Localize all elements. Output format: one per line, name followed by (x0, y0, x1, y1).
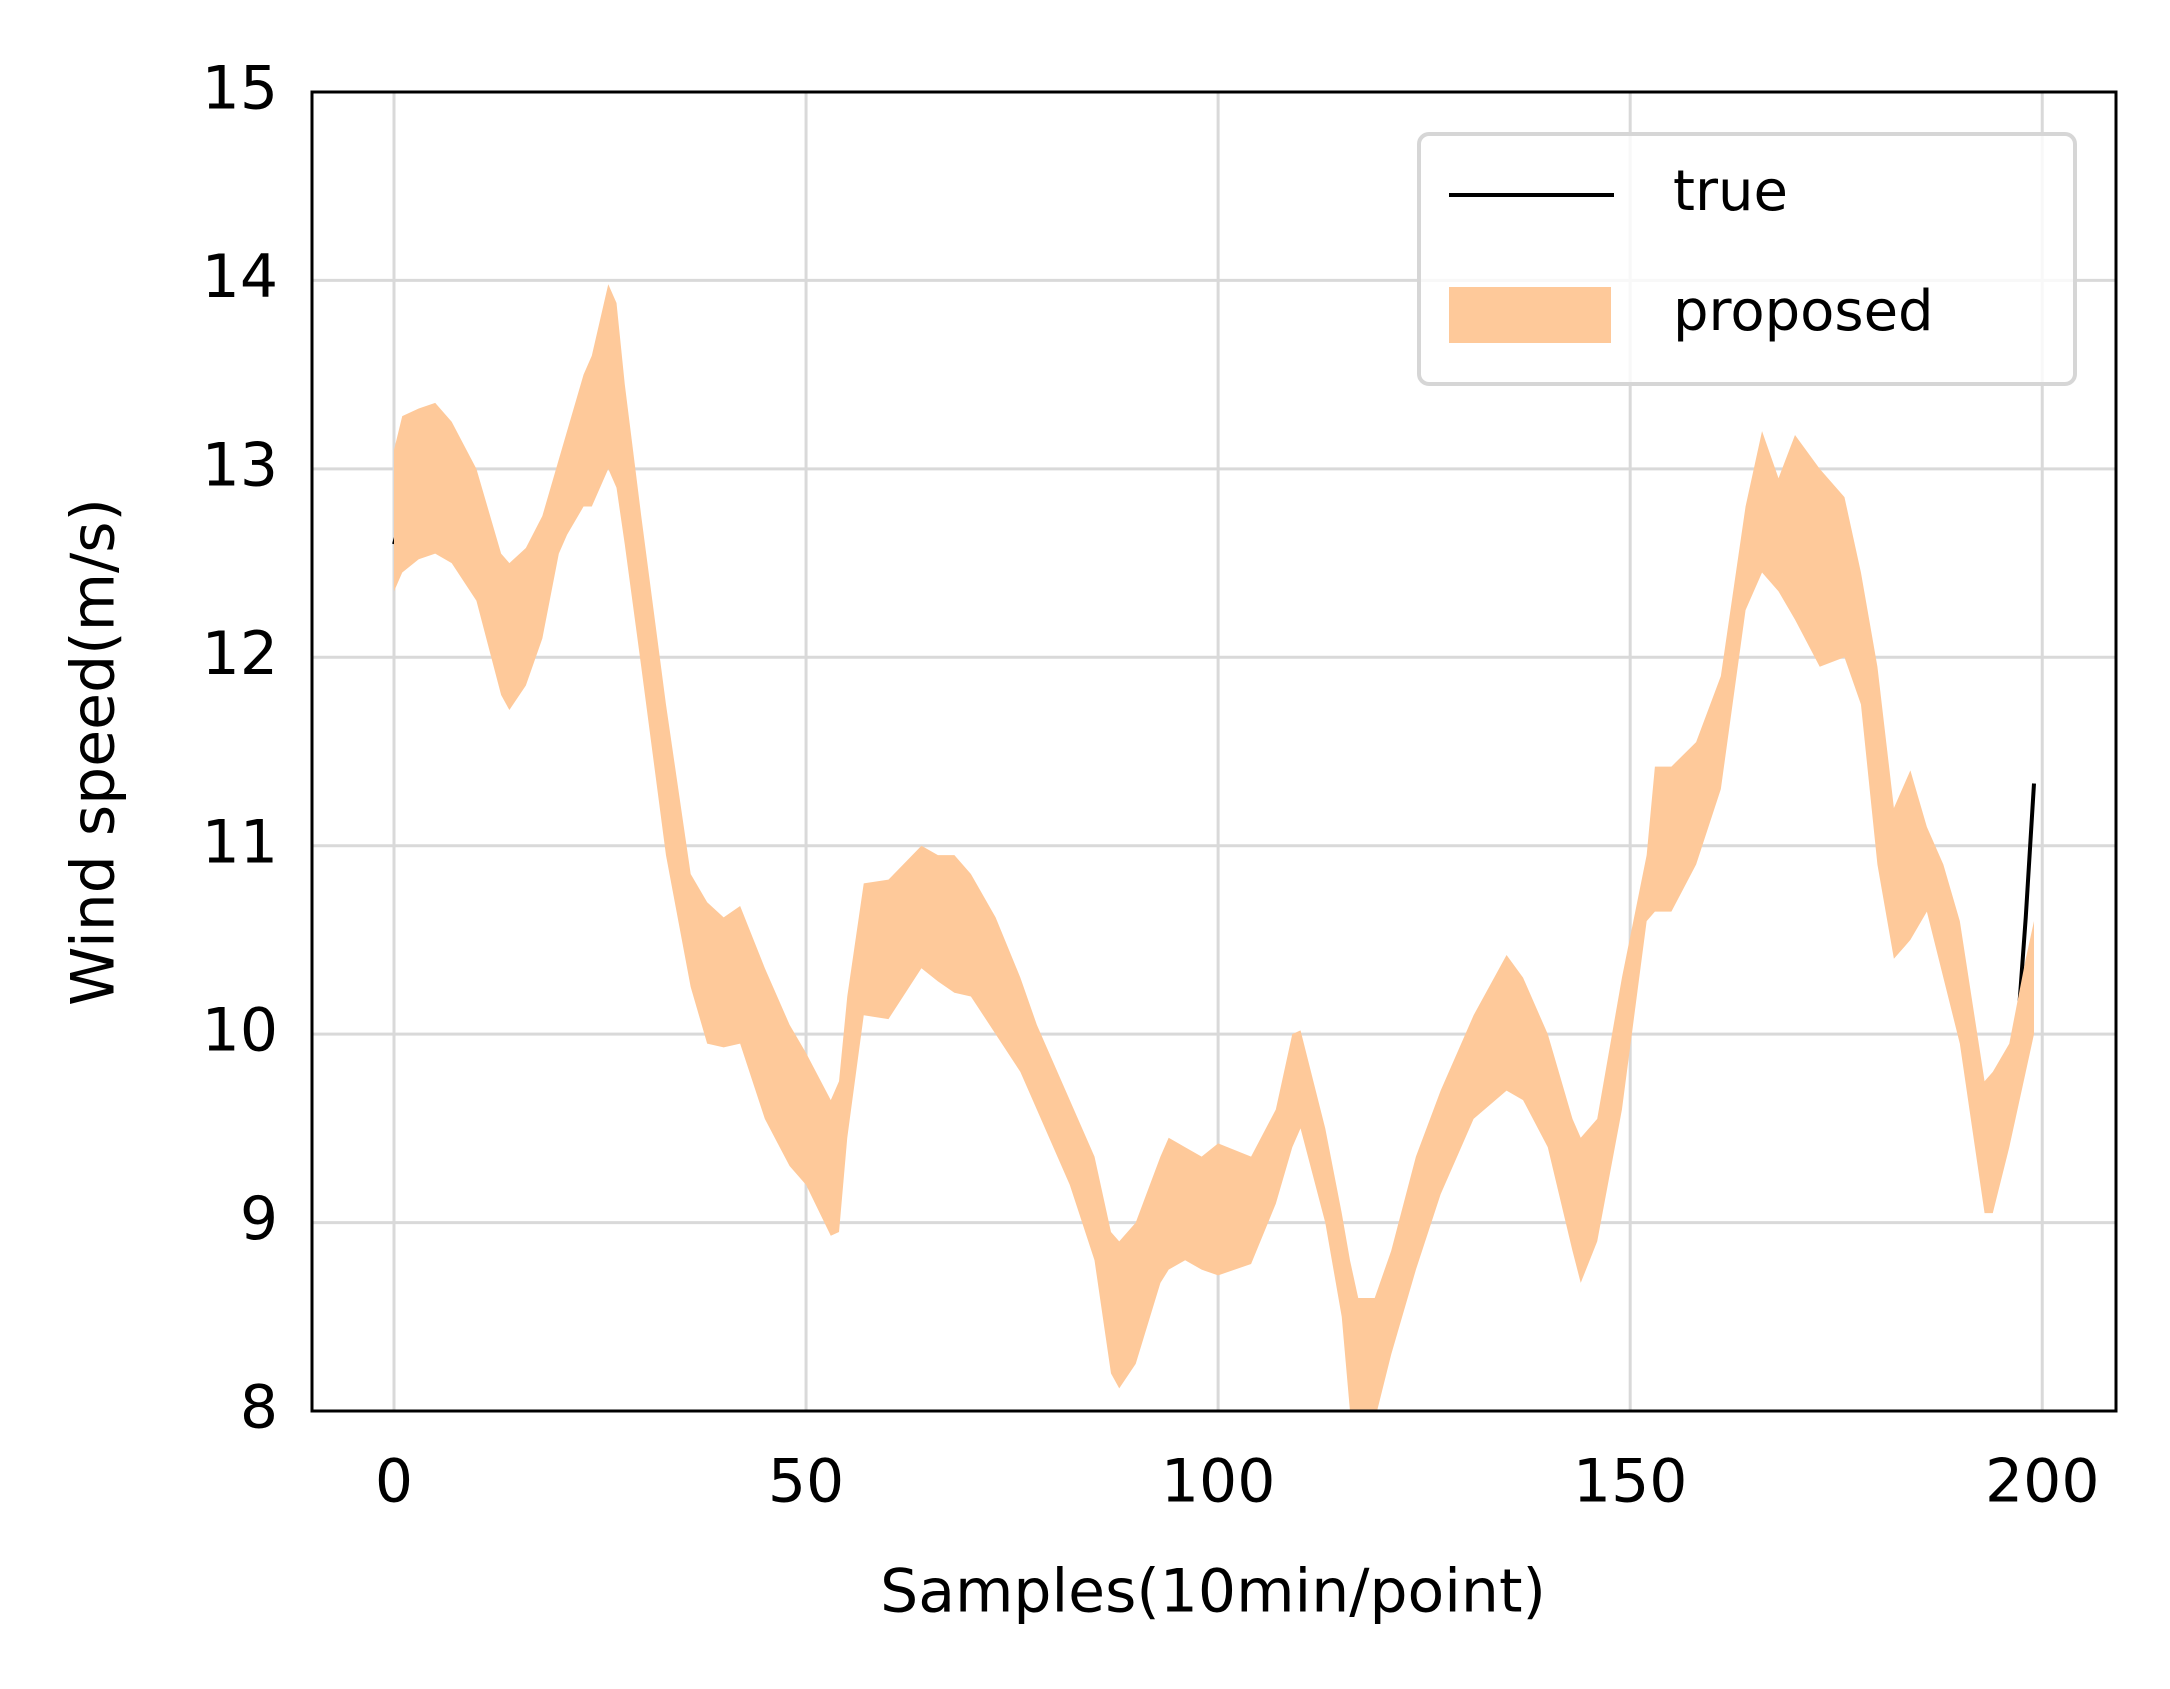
legend: true proposed (1417, 132, 2077, 386)
confidence-band (394, 284, 2034, 1411)
y-tick-label: 12 (202, 619, 278, 689)
y-tick-label: 13 (202, 430, 278, 500)
y-tick-label: 14 (202, 242, 278, 312)
legend-label: proposed (1673, 279, 1934, 344)
y-tick-label: 9 (240, 1184, 278, 1254)
x-tick-label: 200 (1985, 1447, 2100, 1517)
x-axis-label: Samples(10min/point) (880, 1557, 1546, 1627)
y-tick-label: 10 (202, 996, 278, 1066)
y-tick-label: 15 (202, 54, 278, 124)
x-tick-label: 50 (768, 1447, 844, 1517)
x-tick-label: 150 (1573, 1447, 1688, 1517)
axes-frame (310, 90, 2118, 1413)
plot-area (392, 284, 2036, 1411)
x-tick-label: 100 (1161, 1447, 1276, 1517)
y-tick-label: 8 (240, 1373, 278, 1443)
y-axis-label: Wind speed(m/s) (59, 498, 129, 1006)
legend-swatch (1449, 287, 1611, 343)
x-tick-label: 0 (375, 1447, 413, 1517)
ticks: 0 50 100 150 200 8 9 10 11 12 13 14 15 (202, 54, 2100, 1517)
legend-label: true (1673, 159, 1788, 224)
y-tick-label: 11 (202, 807, 278, 877)
